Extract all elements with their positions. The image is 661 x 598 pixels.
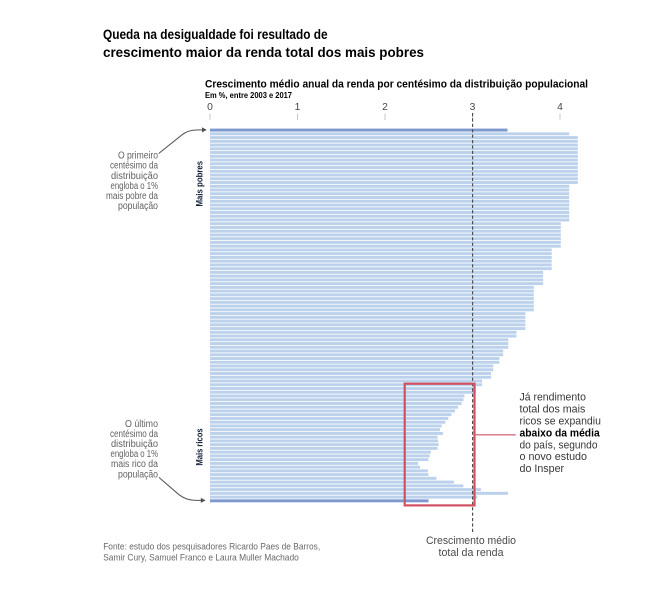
svg-text:O primeiro: O primeiro bbox=[118, 151, 158, 162]
svg-text:0: 0 bbox=[207, 102, 213, 113]
svg-text:1: 1 bbox=[295, 102, 301, 113]
svg-text:distribuição: distribuição bbox=[111, 439, 158, 450]
svg-text:ricos se expandiu: ricos se expandiu bbox=[520, 416, 601, 428]
svg-text:Já rendimento: Já rendimento bbox=[520, 392, 586, 404]
svg-text:centésimo da: centésimo da bbox=[110, 161, 159, 172]
svg-text:total dos mais: total dos mais bbox=[520, 404, 586, 416]
svg-text:total da renda: total da renda bbox=[439, 547, 504, 559]
svg-text:Crescimento médio: Crescimento médio bbox=[426, 535, 516, 547]
svg-text:mais pobre da: mais pobre da bbox=[106, 191, 159, 202]
svg-text:o novo estudo: o novo estudo bbox=[520, 451, 588, 463]
svg-text:4: 4 bbox=[557, 102, 563, 113]
svg-text:Em %, entre 2003 e 2017: Em %, entre 2003 e 2017 bbox=[205, 90, 292, 100]
svg-text:distribuição: distribuição bbox=[111, 171, 158, 182]
svg-text:crescimento maior da renda tot: crescimento maior da renda total dos mai… bbox=[103, 45, 424, 60]
svg-text:abaixo da média: abaixo da média bbox=[520, 427, 601, 439]
svg-text:Samir Cury, Samuel Franco e La: Samir Cury, Samuel Franco e Laura Muller… bbox=[103, 552, 299, 563]
svg-text:população: população bbox=[118, 201, 158, 212]
svg-text:população: população bbox=[118, 469, 158, 480]
svg-text:centésimo da: centésimo da bbox=[110, 429, 159, 440]
svg-text:do Insper: do Insper bbox=[520, 463, 565, 475]
svg-text:engloba o 1%: engloba o 1% bbox=[111, 181, 159, 192]
svg-text:do país, segundo: do país, segundo bbox=[520, 439, 598, 451]
svg-text:Mais ricos: Mais ricos bbox=[195, 428, 205, 465]
svg-text:Queda na desigualdade foi resu: Queda na desigualdade foi resultado de bbox=[103, 27, 328, 42]
svg-text:2: 2 bbox=[382, 102, 388, 113]
svg-text:mais rico da: mais rico da bbox=[111, 459, 159, 470]
svg-text:Mais pobres: Mais pobres bbox=[195, 161, 205, 207]
svg-text:O último: O último bbox=[125, 419, 158, 430]
svg-text:Crescimento médio anual da ren: Crescimento médio anual da renda por cen… bbox=[205, 79, 588, 91]
svg-text:engloba o 1%: engloba o 1% bbox=[111, 449, 159, 460]
svg-text:Fonte: estudo dos pesquisadore: Fonte: estudo dos pesquisadores Ricardo … bbox=[103, 541, 320, 552]
svg-text:3: 3 bbox=[470, 102, 476, 113]
